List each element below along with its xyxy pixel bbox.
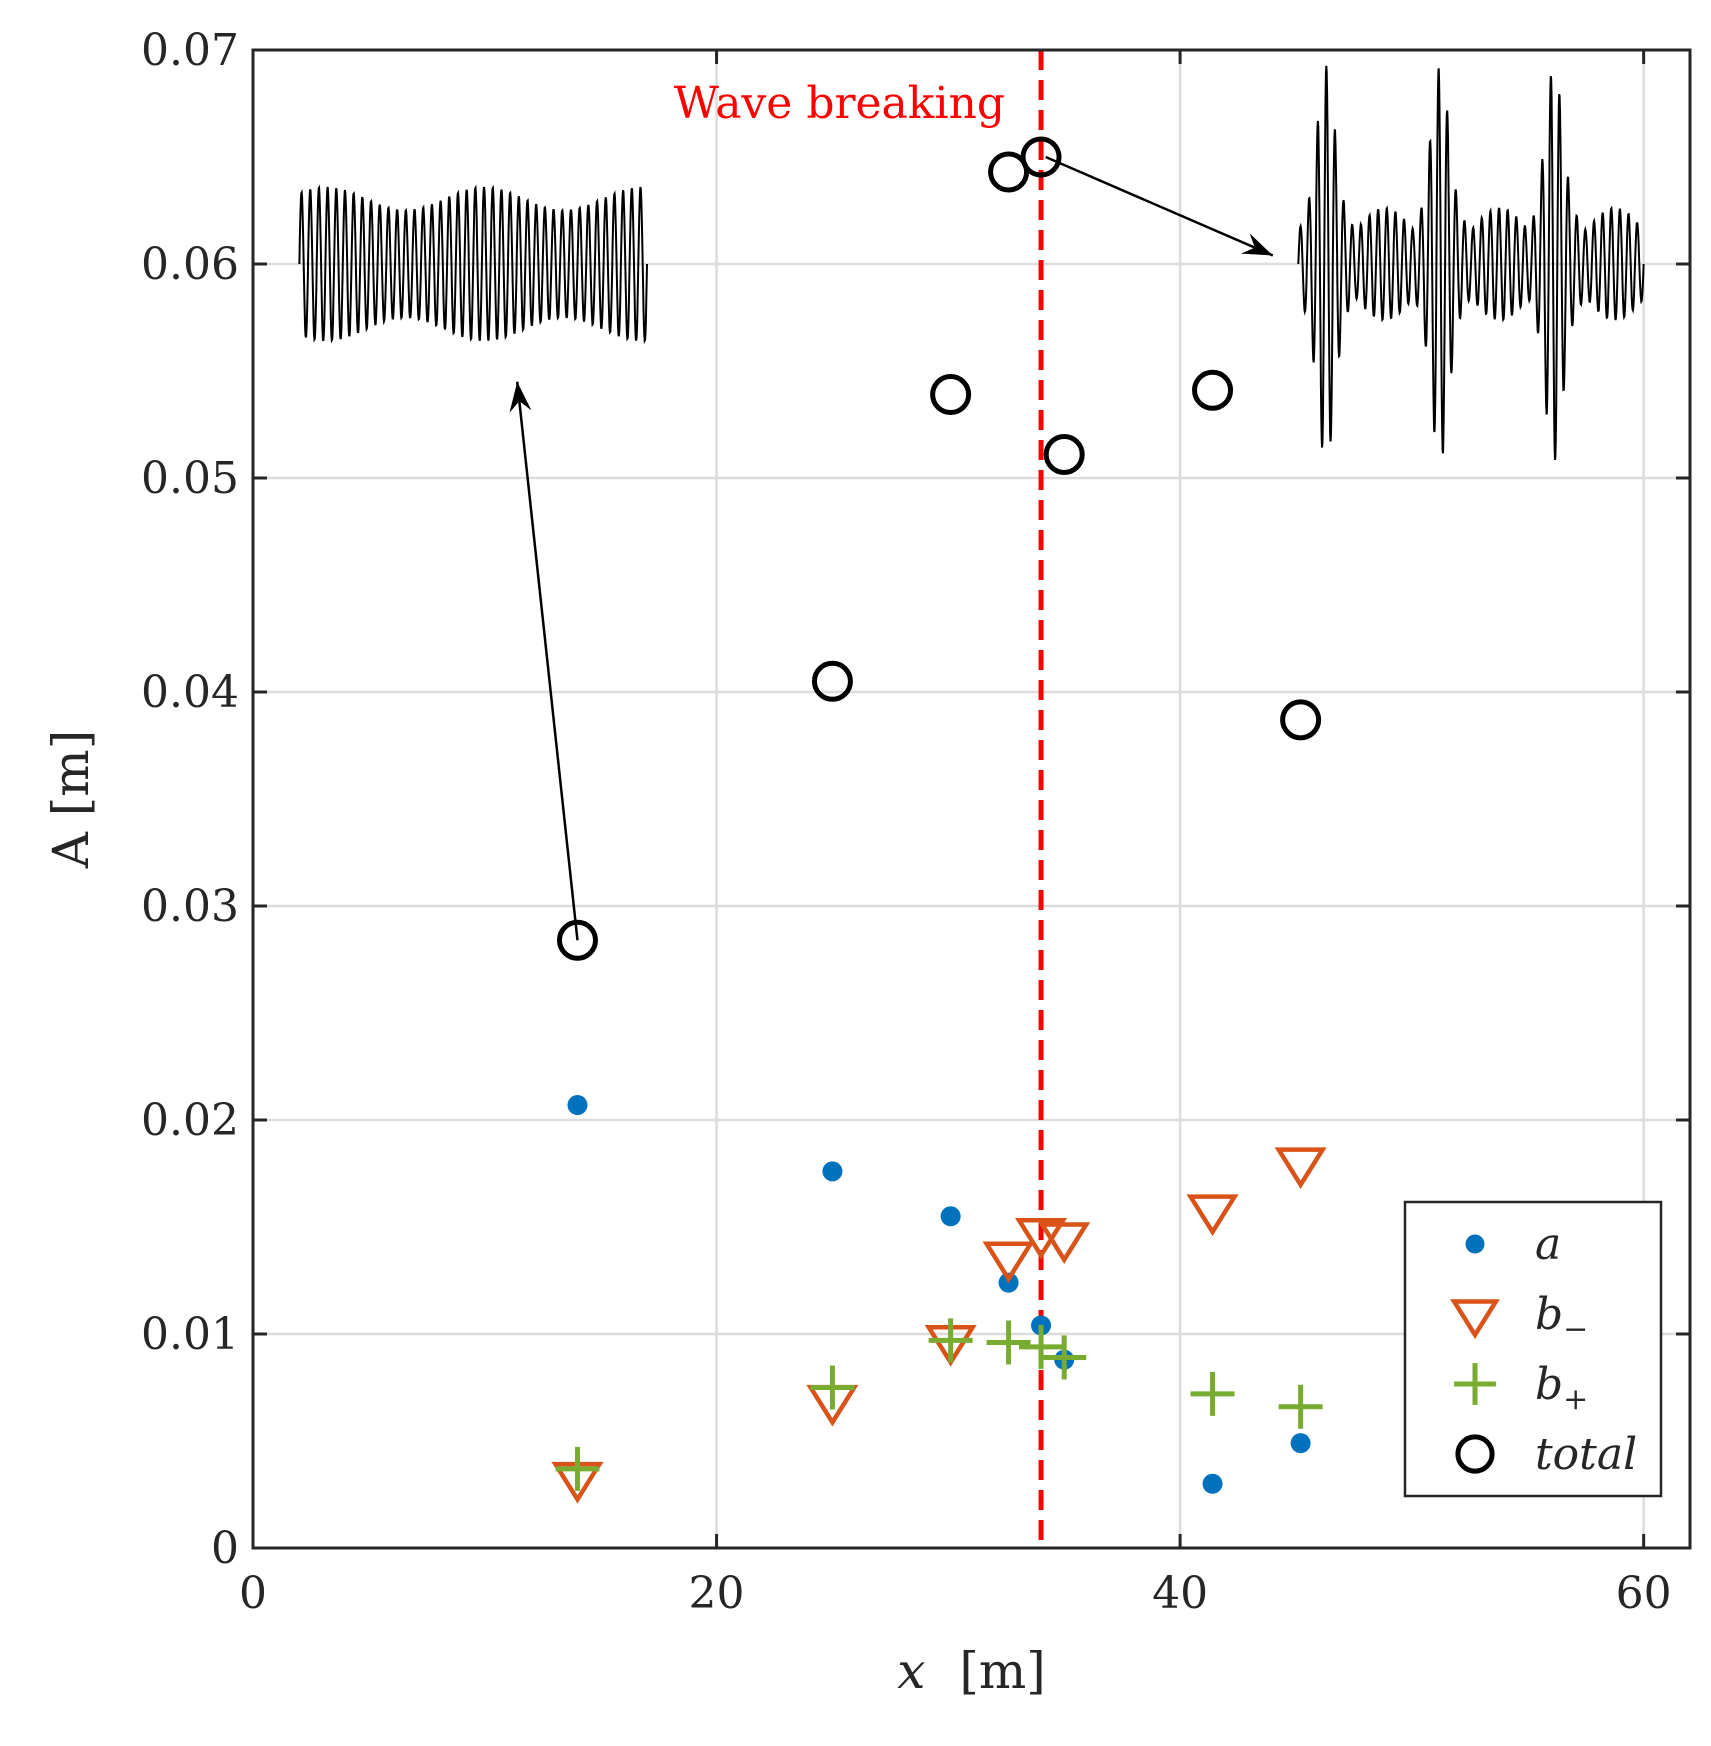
legend-marker-triangle-down: [1450, 1299, 1500, 1340]
post-breaking-wave-trace: [1297, 65, 1645, 461]
x-axis-variable: x: [897, 1642, 925, 1700]
x-tick-label: 0: [239, 1568, 267, 1619]
point-triangle-down: [1274, 1147, 1327, 1190]
point-triangle-down: [982, 1241, 1035, 1284]
point-dot: [940, 1206, 961, 1227]
point-dot: [1202, 1473, 1223, 1494]
point-plus: [986, 1320, 1031, 1365]
point-plus: [928, 1318, 973, 1363]
legend-marker-plus: [1454, 1363, 1496, 1405]
y-tick-label: 0.04: [141, 667, 239, 718]
y-tick-label: 0.06: [141, 239, 239, 290]
series-b-minus: [551, 1147, 1327, 1504]
x-tick-label: 40: [1152, 1568, 1208, 1619]
point-plus: [810, 1365, 855, 1410]
point-circle: [1280, 699, 1322, 741]
axes: [251, 48, 1692, 1550]
x-axis-unit: [m]: [959, 1642, 1045, 1700]
post-breaking-wave-trace-arrow-head: [1240, 233, 1273, 256]
point-circle: [1020, 136, 1062, 178]
x-axis-label: x [m]: [897, 1642, 1046, 1700]
point-plus: [1019, 1324, 1064, 1369]
y-tick-label: 0.02: [141, 1095, 239, 1146]
y-tick-label: 0.07: [141, 25, 239, 76]
plot-frame: [251, 48, 1692, 1550]
grid: [253, 50, 1690, 1548]
series-b-plus: [555, 1318, 1323, 1491]
series-total: [556, 136, 1322, 961]
pre-breaking-wave-trace-arrow-head: [509, 381, 532, 413]
y-tick-label: 0.03: [141, 881, 239, 932]
point-dot: [567, 1095, 588, 1116]
point-plus: [1042, 1335, 1087, 1380]
legend-label: a: [1535, 1219, 1561, 1270]
point-dot: [1290, 1433, 1311, 1454]
legend-label-subscript: −: [1563, 1312, 1588, 1347]
point-circle: [930, 374, 972, 416]
legend: ab−b+total: [1403, 1200, 1663, 1498]
point-triangle-down: [1186, 1194, 1239, 1237]
legend-label-subscript: +: [1563, 1382, 1588, 1417]
point-plus: [1190, 1371, 1235, 1416]
point-circle: [1192, 369, 1234, 411]
data-series: [551, 136, 1327, 1504]
legend-label: b−: [1535, 1289, 1588, 1347]
y-tick-label: 0: [211, 1523, 239, 1574]
y-tick-label: 0.05: [141, 453, 239, 504]
x-tick-label: 20: [689, 1568, 745, 1619]
legend-marker-dot: [1465, 1234, 1485, 1254]
y-tick-label: 0.01: [141, 1309, 239, 1360]
point-circle: [556, 919, 598, 961]
x-tick-label: 60: [1616, 1568, 1672, 1619]
pre-breaking-wave-trace-arrow-shaft: [515, 381, 579, 941]
tick-labels: 0 20 40 60 0 0.01 0.02 0.03 0.04 0.05 0.06 0.07: [141, 25, 1672, 1619]
point-circle: [1043, 433, 1085, 475]
legend-marker-circle: [1455, 1434, 1495, 1474]
legend-box: [1403, 1200, 1663, 1498]
point-plus: [1278, 1384, 1323, 1429]
y-axis-label: A [m]: [42, 730, 100, 869]
point-dot: [822, 1161, 843, 1182]
point-circle: [811, 660, 853, 702]
point-plus: [555, 1446, 600, 1491]
point-triangle-down: [1038, 1222, 1091, 1264]
inset-traces: [298, 65, 1645, 941]
legend-label: total: [1535, 1429, 1637, 1480]
post-breaking-wave-trace-arrow-shaft: [1045, 155, 1274, 257]
pre-breaking-wave-trace: [298, 184, 648, 345]
wave-breaking-label: Wave breaking: [674, 78, 1005, 129]
point-circle: [988, 151, 1030, 193]
series-a: [567, 1095, 1311, 1494]
